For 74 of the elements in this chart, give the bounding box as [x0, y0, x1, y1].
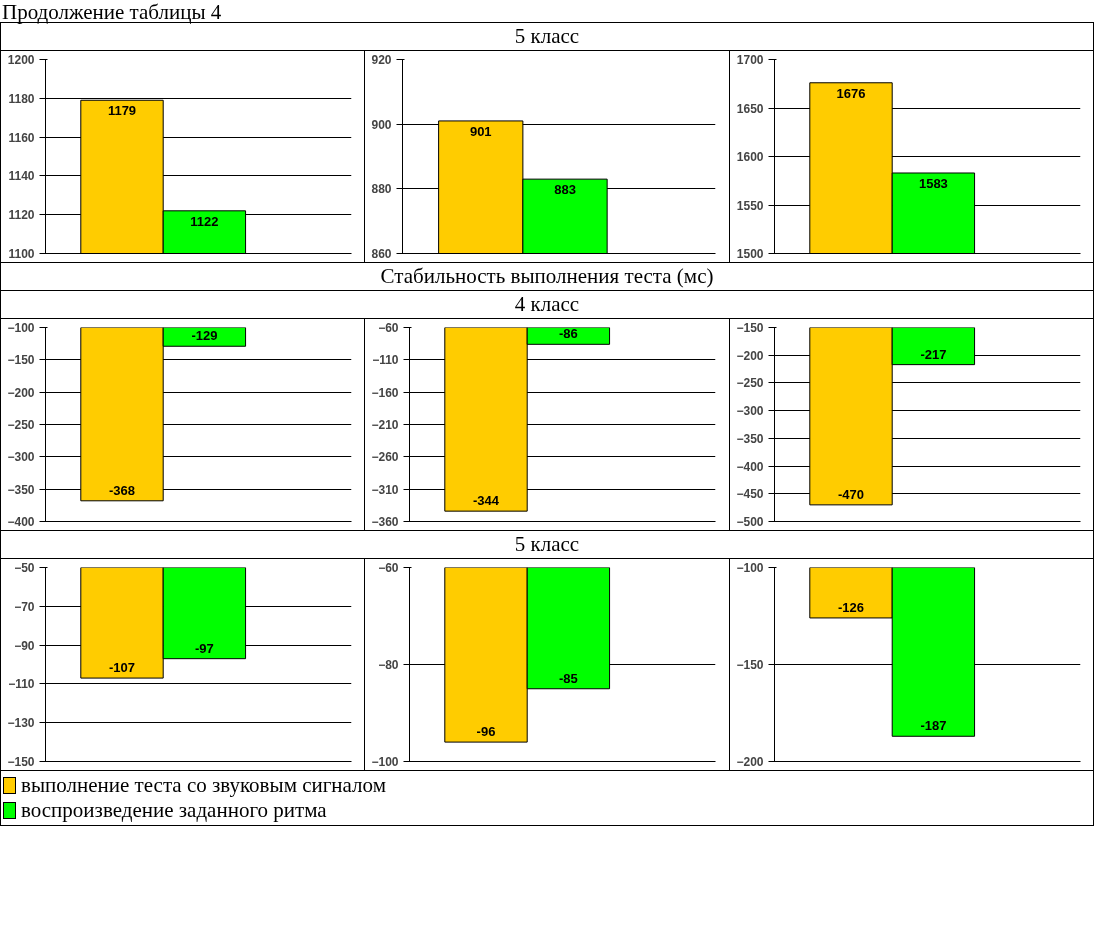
- y-tick-label: −150: [7, 353, 35, 368]
- y-tick-label: 1650: [736, 101, 764, 116]
- legend-label: воспроизведение заданного ритма: [20, 798, 328, 823]
- y-tick-label: −300: [7, 450, 35, 465]
- y-tick-label: −250: [736, 376, 764, 391]
- y-tick-label: 920: [371, 53, 393, 67]
- y-tick-label: 860: [371, 247, 393, 261]
- y-tick-label: 1550: [736, 198, 764, 213]
- data-label: -187: [920, 718, 947, 734]
- y-tick-label: −400: [736, 459, 764, 474]
- y-tick-label: −100: [371, 755, 400, 769]
- y-tick-label: −200: [736, 755, 764, 769]
- data-label: -129: [191, 328, 218, 344]
- y-tick-label: −160: [371, 385, 400, 400]
- data-label: 1583: [918, 175, 948, 191]
- y-tick-label: 1700: [736, 53, 764, 67]
- y-tick-label: 1600: [736, 150, 764, 164]
- y-tick-label: −500: [736, 515, 764, 529]
- y-tick-label: 1500: [736, 247, 764, 261]
- y-tick-label: −260: [371, 450, 400, 465]
- chart-title: 5 класс: [0, 530, 1094, 559]
- text: Продолжение таблицы 4: [1, 0, 223, 24]
- y-tick-label: −90: [14, 638, 35, 653]
- data-label: 1676: [836, 85, 866, 101]
- chart-subtitle: Стабильность выполнения теста (мс): [0, 262, 1094, 291]
- y-tick-label: −300: [736, 404, 764, 419]
- data-label: 901: [470, 123, 492, 139]
- data-label: 1122: [190, 213, 219, 229]
- y-tick-label: −150: [7, 755, 35, 769]
- y-tick-label: −350: [7, 482, 35, 497]
- data-label: -368: [108, 482, 136, 498]
- data-label: -126: [837, 599, 864, 615]
- y-tick-label: −150: [736, 321, 764, 335]
- y-tick-label: −250: [7, 418, 35, 432]
- data-label: -86: [559, 326, 579, 342]
- y-tick-label: 1140: [8, 169, 35, 184]
- data-label: -107: [108, 660, 136, 676]
- y-tick-label: 900: [371, 117, 393, 132]
- y-tick-label: −110: [8, 677, 35, 692]
- y-tick-label: −310: [371, 482, 400, 497]
- y-tick-label: −50: [14, 561, 35, 575]
- data-label: -97: [194, 640, 214, 656]
- y-tick-label: 1100: [8, 247, 35, 261]
- y-tick-label: −100: [736, 561, 764, 575]
- data-label: -85: [559, 670, 579, 686]
- y-tick-label: −80: [378, 658, 400, 672]
- chart-title: 5 класс: [0, 22, 1094, 51]
- y-tick-label: −450: [736, 487, 764, 502]
- y-tick-label: −60: [378, 561, 400, 575]
- y-tick-label: 1120: [8, 208, 35, 223]
- data-label: 883: [554, 182, 577, 198]
- data-label: 1179: [107, 103, 137, 119]
- y-tick-label: −150: [736, 658, 764, 672]
- y-tick-label: −60: [378, 321, 400, 335]
- y-tick-label: 1160: [8, 130, 35, 145]
- y-tick-label: −130: [7, 716, 35, 731]
- y-tick-label: 1200: [7, 53, 35, 67]
- y-tick-label: −110: [372, 353, 400, 368]
- y-tick-label: −400: [7, 515, 35, 529]
- y-tick-label: −350: [736, 431, 764, 446]
- y-tick-label: −200: [736, 348, 764, 363]
- y-tick-label: 880: [371, 182, 393, 197]
- data-label: -344: [473, 493, 501, 509]
- y-tick-label: −100: [7, 321, 35, 335]
- y-tick-label: −360: [371, 515, 400, 529]
- chart-title: 4 класс: [0, 290, 1094, 319]
- data-label: -470: [837, 486, 864, 502]
- y-tick-label: −210: [371, 418, 400, 432]
- y-tick-label: −70: [14, 599, 35, 614]
- data-label: -96: [476, 724, 496, 740]
- y-tick-label: −200: [7, 385, 35, 400]
- legend-label: выполнение теста со звуковым сигналом: [20, 773, 387, 798]
- y-tick-label: 1180: [8, 91, 35, 106]
- data-label: -217: [920, 346, 947, 362]
